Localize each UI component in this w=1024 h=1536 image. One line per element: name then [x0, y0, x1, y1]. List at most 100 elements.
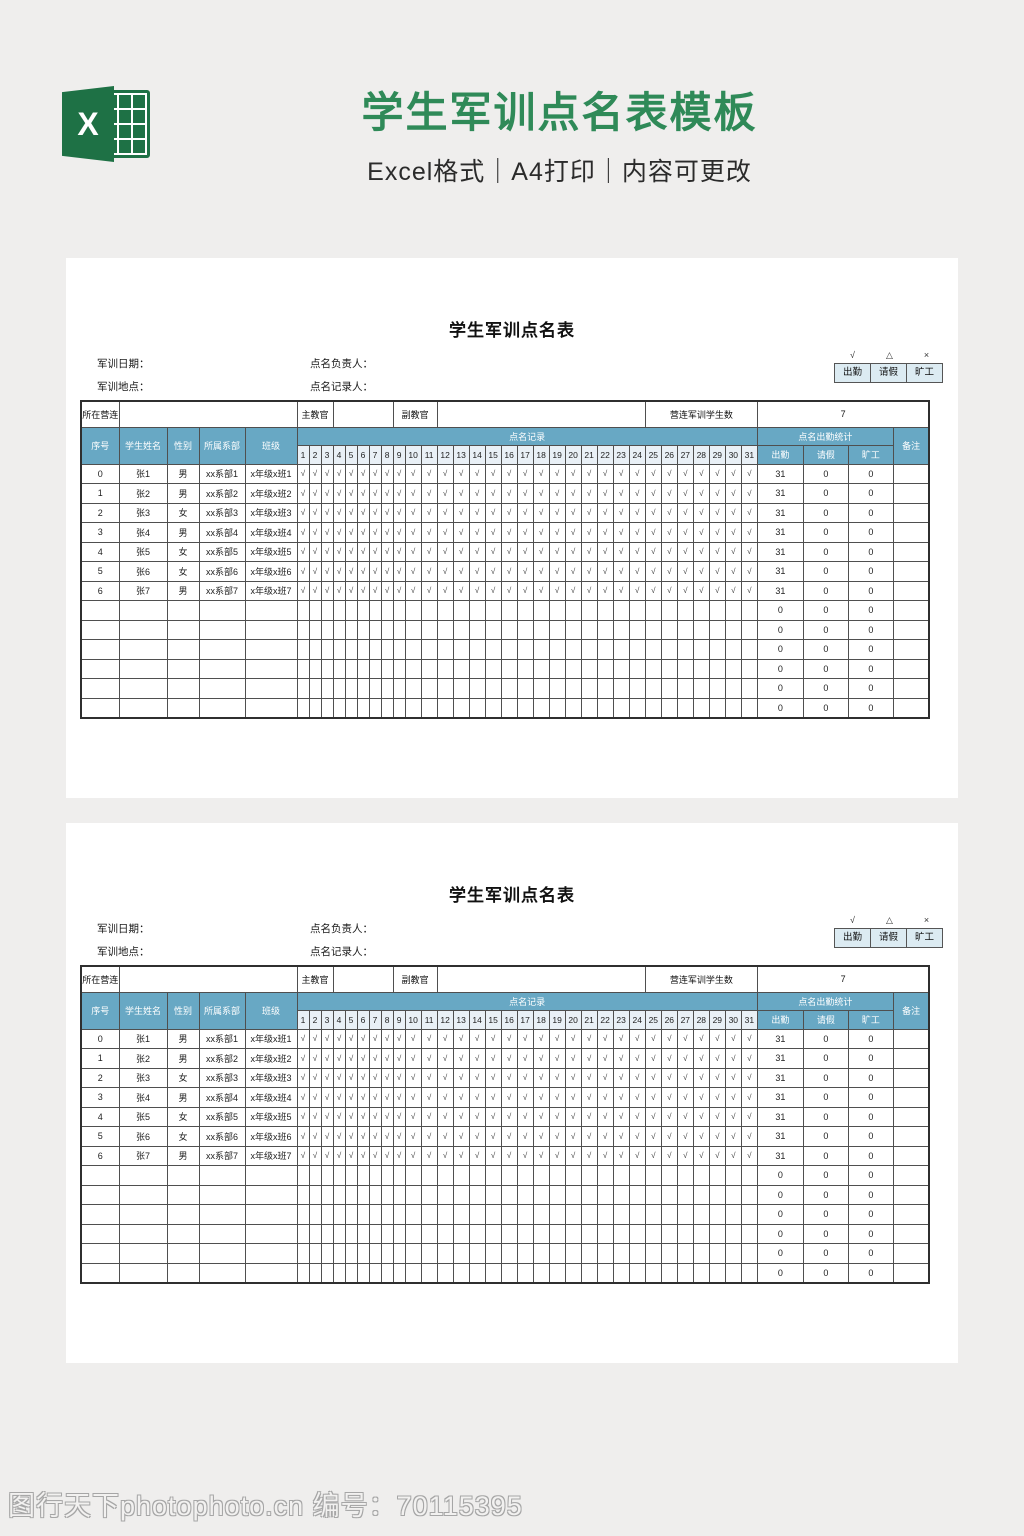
sheet-title: 学生军训点名表 — [449, 886, 575, 905]
index-cell: 4 — [80, 541, 120, 562]
attendance-mark-cell — [320, 619, 334, 640]
attendance-mark-cell: √ — [296, 580, 310, 601]
attendance-mark-cell — [612, 600, 630, 621]
attendance-mark-cell: √ — [596, 1067, 614, 1088]
excel-logo-icon: X — [62, 86, 152, 164]
attendance-mark-cell — [596, 658, 614, 679]
attendance-mark-cell — [320, 1243, 334, 1264]
attendance-mark-cell — [644, 1223, 662, 1244]
attendance-stats-header: 点名出勤统计 — [756, 426, 894, 446]
attendance-mark-cell — [420, 678, 438, 699]
student-name-cell: 张2 — [118, 483, 168, 504]
roster-row: 0 张1 男 xx系部1 x年级x班1 √ √ √ √ √ √ √ √ √ √ √ √ √ √ √ √ √ √ √ √ √ √ √ √ √… — [80, 463, 930, 484]
attendance-mark-cell — [564, 1204, 582, 1225]
attendance-mark-cell: √ — [320, 1067, 334, 1088]
attendance-mark-cell — [452, 1184, 470, 1205]
department-cell — [198, 1184, 246, 1205]
student-name-cell: 张4 — [118, 1087, 168, 1108]
attendance-mark-cell — [692, 658, 710, 679]
attendance-mark-cell — [308, 658, 322, 679]
attendance-mark-cell — [368, 1204, 382, 1225]
class-cell — [244, 1243, 298, 1264]
attendance-mark-cell: √ — [404, 1028, 422, 1049]
attendance-mark-cell — [392, 639, 406, 660]
attendance-mark-cell: √ — [380, 541, 394, 562]
attendance-mark-cell: √ — [436, 1067, 454, 1088]
attendance-mark-cell: √ — [676, 483, 694, 504]
attend-count-cell: 31 — [756, 463, 804, 484]
attendance-mark-cell: √ — [356, 541, 370, 562]
attendance-mark-cell: √ — [404, 1106, 422, 1127]
attendance-mark-cell: √ — [724, 1087, 742, 1108]
attendance-mark-cell: √ — [548, 1087, 566, 1108]
student-name-cell — [118, 1223, 168, 1244]
attendance-mark-cell: √ — [392, 1048, 406, 1069]
remark-cell — [892, 658, 930, 679]
attendance-mark-cell — [500, 678, 518, 699]
attendance-mark-cell — [580, 600, 598, 621]
attend-count-cell: 31 — [756, 1106, 804, 1127]
attendance-mark-cell: √ — [500, 502, 518, 523]
attendance-mark-cell — [320, 639, 334, 660]
attendance-mark-cell: √ — [380, 522, 394, 543]
attendance-mark-cell — [380, 1223, 394, 1244]
attendance-mark-cell — [692, 1204, 710, 1225]
attendance-mark-cell: √ — [332, 502, 346, 523]
attendance-mark-cell — [516, 1165, 534, 1186]
attendance-mark-cell: √ — [708, 541, 726, 562]
excel-x-icon: X — [62, 86, 114, 162]
absent-cross-symbol: × — [923, 915, 930, 925]
attendance-mark-cell: √ — [548, 561, 566, 582]
attendance-mark-cell: √ — [564, 522, 582, 543]
roster-row: 2 张3 女 xx系部3 x年级x班3 √ √ √ √ √ √ √ √ √ √ √ √ √ √ √ √ √ √ √ √ √ √ √ √ √… — [80, 1067, 930, 1088]
attendance-mark-cell — [500, 1262, 518, 1283]
attendance-mark-cell — [516, 619, 534, 640]
attendance-mark-cell — [532, 697, 550, 718]
attendance-mark-cell: √ — [596, 483, 614, 504]
col-name-header: 学生姓名 — [118, 991, 168, 1030]
attendance-mark-cell: √ — [660, 1145, 678, 1166]
attend-count-cell: 0 — [756, 1243, 804, 1264]
attendance-mark-cell — [708, 1223, 726, 1244]
leave-count-cell: 0 — [802, 1087, 849, 1108]
attendance-mark-cell: √ — [580, 1126, 598, 1147]
remark-cell — [892, 1067, 930, 1088]
company-label: 所在营连 — [80, 965, 120, 993]
attendance-mark-cell: √ — [320, 1145, 334, 1166]
index-cell: 3 — [80, 1087, 120, 1108]
attendance-mark-cell — [392, 1223, 406, 1244]
attendance-mark-cell — [676, 697, 694, 718]
attendance-mark-cell — [404, 600, 422, 621]
department-cell — [198, 1204, 246, 1225]
attendance-mark-cell — [484, 1184, 502, 1205]
attendance-mark-cell — [740, 1165, 758, 1186]
attendance-mark-cell — [500, 697, 518, 718]
legend: √ △ × 出勤 请假 旷工 — [834, 913, 946, 948]
attendance-mark-cell: √ — [468, 1048, 486, 1069]
attendance-mark-cell: √ — [596, 1106, 614, 1127]
attendance-mark-cell — [644, 1165, 662, 1186]
attendance-mark-cell — [692, 600, 710, 621]
attendance-mark-cell: √ — [564, 1028, 582, 1049]
student-name-cell: 张1 — [118, 463, 168, 484]
attendance-mark-cell: √ — [660, 502, 678, 523]
leave-count-cell: 0 — [802, 1028, 849, 1049]
deputy-instructor-value-cell — [436, 400, 646, 428]
attendance-mark-cell — [420, 600, 438, 621]
attendance-mark-cell: √ — [356, 1145, 370, 1166]
legend-absent-label: 旷工 — [906, 928, 943, 948]
attendance-mark-cell — [436, 1243, 454, 1264]
attendance-mark-cell — [332, 600, 346, 621]
attendance-mark-cell — [740, 678, 758, 699]
attendance-mark-cell — [532, 1184, 550, 1205]
class-cell — [244, 600, 298, 621]
absent-count-cell: 0 — [847, 1048, 894, 1069]
gender-cell: 女 — [166, 502, 200, 523]
attendance-mark-cell: √ — [404, 522, 422, 543]
attendance-mark-cell: √ — [596, 1087, 614, 1108]
absent-count-cell: 0 — [847, 561, 894, 582]
attendance-mark-cell: √ — [420, 1028, 438, 1049]
attendance-mark-cell — [296, 1165, 310, 1186]
day-8-header: 8 — [380, 444, 394, 465]
attendance-mark-cell — [516, 1262, 534, 1283]
